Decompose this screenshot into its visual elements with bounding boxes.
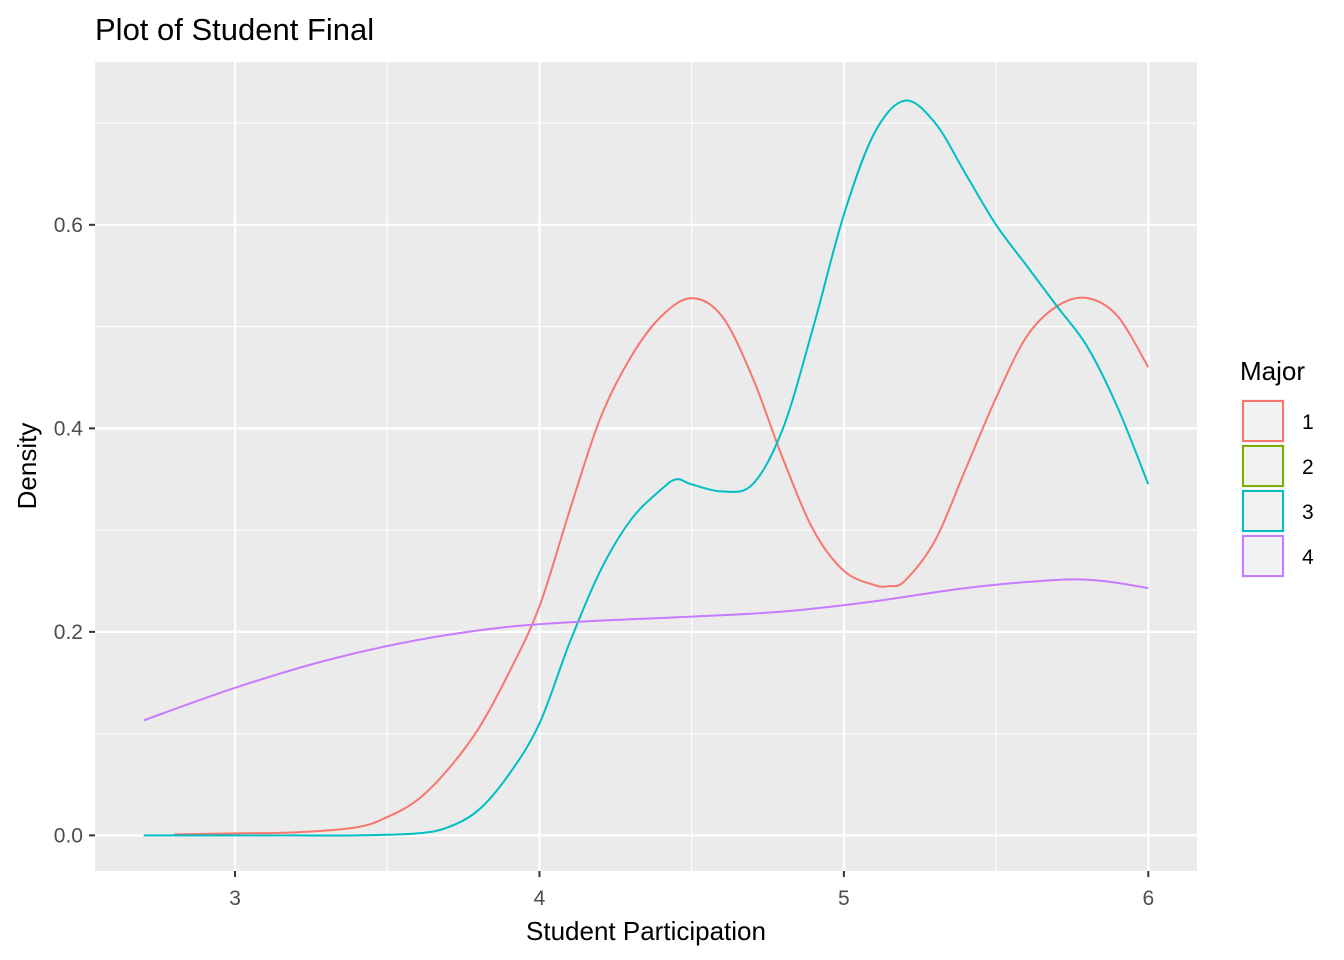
- y-axis-title: Density: [12, 423, 42, 510]
- x-axis-ticks: 3 4 5 6: [229, 871, 1154, 910]
- y-tick-label: 0.0: [54, 824, 83, 847]
- legend-label-4: 4: [1302, 546, 1314, 569]
- legend-key-bg: [1241, 534, 1285, 578]
- minor-gridlines: [95, 62, 1197, 871]
- legend-key-4: [1242, 535, 1284, 577]
- series-lines: [143, 99, 1150, 837]
- legend-title: Major: [1240, 356, 1305, 386]
- x-axis-title: Student Participation: [526, 916, 766, 946]
- chart-title: Plot of Student Final: [95, 12, 374, 47]
- x-tick-label: 4: [534, 887, 546, 910]
- legend-key-1: [1242, 400, 1284, 442]
- legend-key-3: [1242, 490, 1284, 532]
- y-axis-ticks: 0.0 0.2 0.4 0.6: [54, 214, 95, 847]
- legend-label-3: 3: [1302, 501, 1314, 524]
- plot-panel: [95, 62, 1197, 871]
- x-tick-label: 5: [838, 887, 850, 910]
- x-tick-label: 6: [1142, 887, 1154, 910]
- x-tick-label: 3: [229, 887, 241, 910]
- y-tick-label: 0.4: [54, 417, 84, 440]
- y-tick-label: 0.2: [54, 621, 83, 644]
- density-line-major-4: [143, 578, 1149, 722]
- legend-key-bg: [1241, 399, 1285, 443]
- legend-label-1: 1: [1302, 411, 1314, 434]
- legend-key-bg: [1241, 489, 1285, 533]
- legend-key-bg: [1241, 444, 1285, 488]
- density-line-major-3: [143, 99, 1150, 837]
- legend-label-2: 2: [1302, 456, 1314, 479]
- legend: Major 1 2 3 4: [1240, 356, 1314, 578]
- legend-key-2: [1242, 445, 1284, 487]
- y-tick-label: 0.6: [54, 214, 83, 237]
- density-line-major-1: [174, 296, 1150, 836]
